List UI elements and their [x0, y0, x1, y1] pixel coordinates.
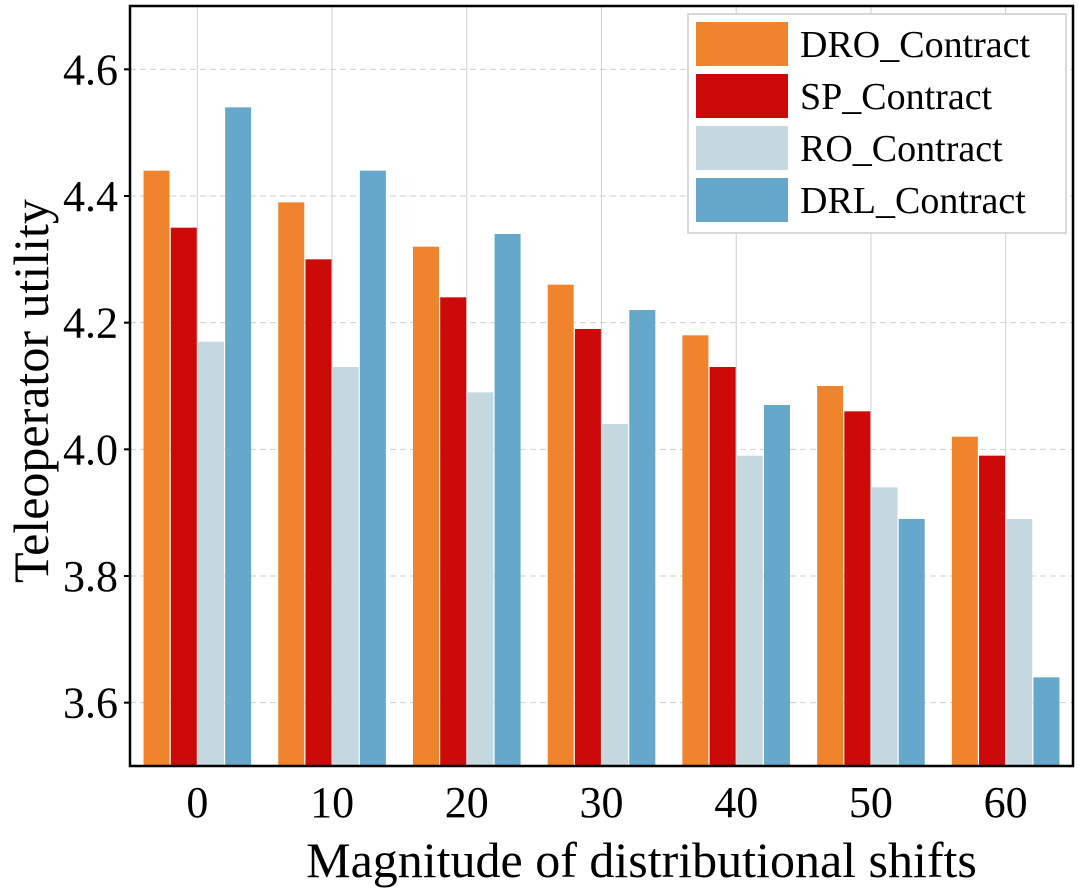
x-tick-label-20: 20	[445, 778, 489, 827]
bar-DRO_Contract-50	[817, 386, 844, 766]
bar-DRL_Contract-40	[764, 405, 791, 766]
legend-label-RO_Contract: RO_Contract	[800, 128, 1003, 170]
bar-SP_Contract-50	[844, 411, 871, 766]
bar-DRO_Contract-20	[412, 246, 439, 766]
bar-DRL_Contract-30	[629, 310, 656, 766]
bar-SP_Contract-40	[709, 367, 736, 766]
bar-DRL_Contract-0	[225, 107, 252, 767]
legend-label-DRO_Contract: DRO_Contract	[800, 24, 1031, 66]
y-axis-title: Teleoperator utility	[3, 199, 59, 583]
x-tick-label-60: 60	[984, 778, 1028, 827]
tick-labels: 3.6 3.8 4.0 4.2 4.4 4.6 0 10 20 30 40 50 60	[63, 45, 1028, 827]
bar-RO_Contract-40	[736, 455, 763, 766]
x-axis-title: Magnitude of distributional shifts	[306, 832, 977, 888]
bar-SP_Contract-10	[305, 259, 332, 766]
bar-SP_Contract-60	[979, 455, 1006, 766]
legend-swatch-DRL_Contract	[696, 178, 788, 222]
legend: DRO_Contract SP_Contract RO_Contract DRL_Co…	[687, 13, 1067, 234]
bar-DRL_Contract-60	[1033, 677, 1060, 766]
bar-RO_Contract-50	[871, 487, 898, 766]
bar-DRO_Contract-60	[951, 436, 978, 766]
y-tick-label-4.4: 4.4	[63, 172, 118, 221]
bar-SP_Contract-20	[440, 297, 467, 766]
y-tick-label-4.0: 4.0	[63, 425, 118, 474]
plot-frame	[128, 4, 1075, 768]
bar-RO_Contract-30	[602, 424, 629, 766]
bar-DRO_Contract-30	[547, 284, 574, 766]
bar-RO_Contract-10	[332, 367, 359, 766]
x-tick-label-30: 30	[580, 778, 624, 827]
y-tick-label-4.2: 4.2	[63, 299, 118, 348]
bar-RO_Contract-0	[197, 341, 224, 766]
bar-DRL_Contract-20	[494, 234, 521, 766]
y-tick-label-4.6: 4.6	[63, 45, 118, 94]
x-tick-label-10: 10	[310, 778, 354, 827]
bar-SP_Contract-30	[574, 329, 601, 766]
bar-DRO_Contract-0	[143, 170, 170, 766]
legend-swatch-DRO_Contract	[696, 22, 788, 66]
legend-label-DRL_Contract: DRL_Contract	[800, 180, 1026, 222]
legend-swatch-RO_Contract	[696, 126, 788, 170]
legend-label-SP_Contract: SP_Contract	[800, 76, 993, 118]
x-tick-label-0: 0	[186, 778, 208, 827]
bar-DRL_Contract-10	[359, 170, 386, 766]
bars	[143, 107, 1060, 767]
bar-RO_Contract-20	[467, 392, 494, 766]
legend-swatch-SP_Contract	[696, 74, 788, 118]
x-tick-label-50: 50	[849, 778, 893, 827]
y-tick-label-3.6: 3.6	[63, 679, 118, 728]
bar-DRO_Contract-10	[278, 202, 305, 767]
x-tick-label-40: 40	[714, 778, 758, 827]
bar-SP_Contract-0	[170, 227, 197, 766]
bar-DRO_Contract-40	[682, 335, 709, 766]
bar-DRL_Contract-50	[898, 519, 925, 766]
axes	[124, 4, 1075, 768]
bar-RO_Contract-60	[1006, 519, 1033, 766]
y-tick-label-3.8: 3.8	[63, 552, 118, 601]
